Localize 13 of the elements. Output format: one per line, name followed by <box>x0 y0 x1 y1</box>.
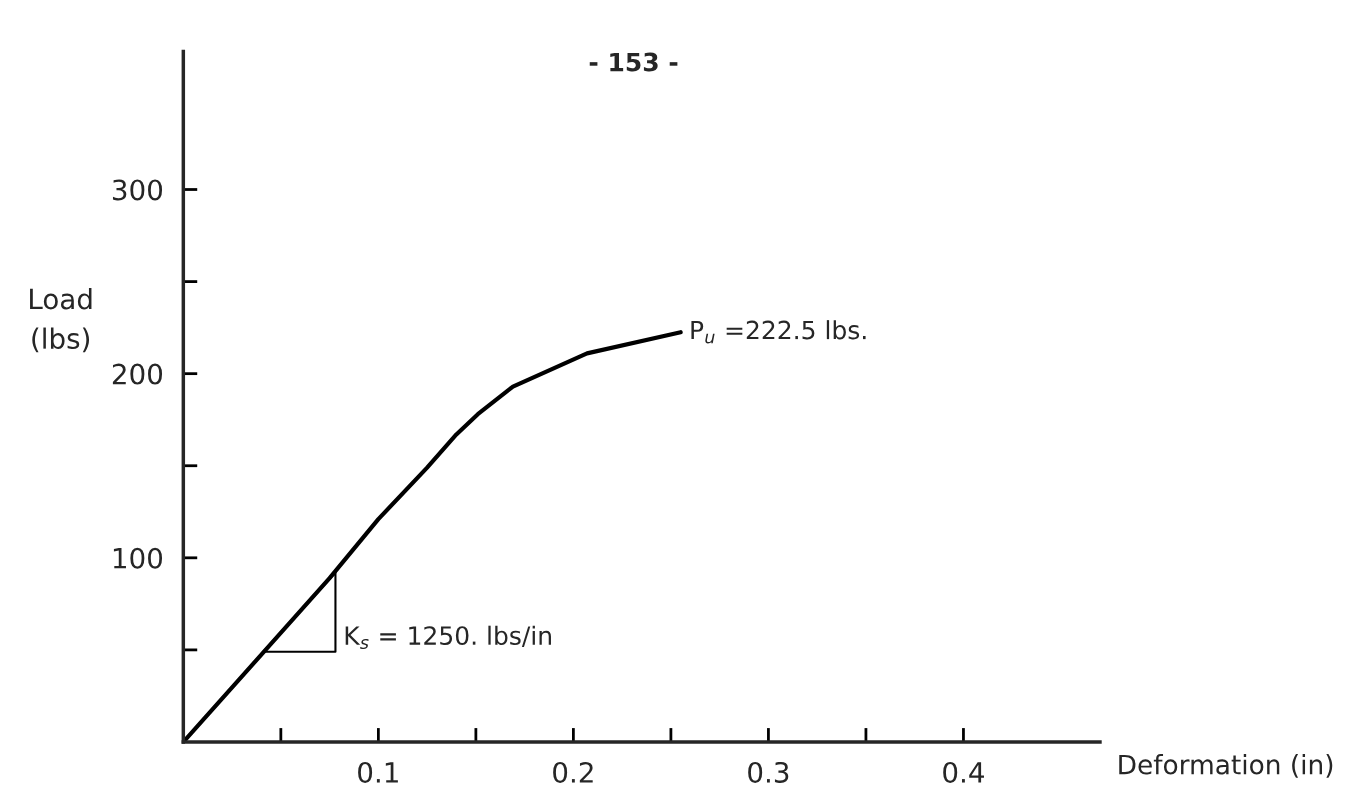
y-tick-label: 100 <box>113 547 163 569</box>
x-axis-title: Deformation (in) <box>1119 754 1333 778</box>
y-axis-title: Load (lbs) <box>30 287 92 353</box>
x-tick-label: 0.3 <box>748 761 789 783</box>
x-tick-label: 0.2 <box>553 761 593 783</box>
annotation: - 153 - <box>589 52 678 72</box>
annotation: K$_{s}$ = 1250. lbs/in <box>345 625 551 650</box>
x-tick-label: 0.1 <box>358 761 398 783</box>
annotation: P$_{u}$ =222.5 lbs. <box>691 320 866 344</box>
y-tick-label: 200 <box>112 363 163 385</box>
line-series <box>183 330 683 742</box>
x-tick-label: 0.4 <box>943 761 984 783</box>
y-tick-label: 300 <box>112 179 163 201</box>
